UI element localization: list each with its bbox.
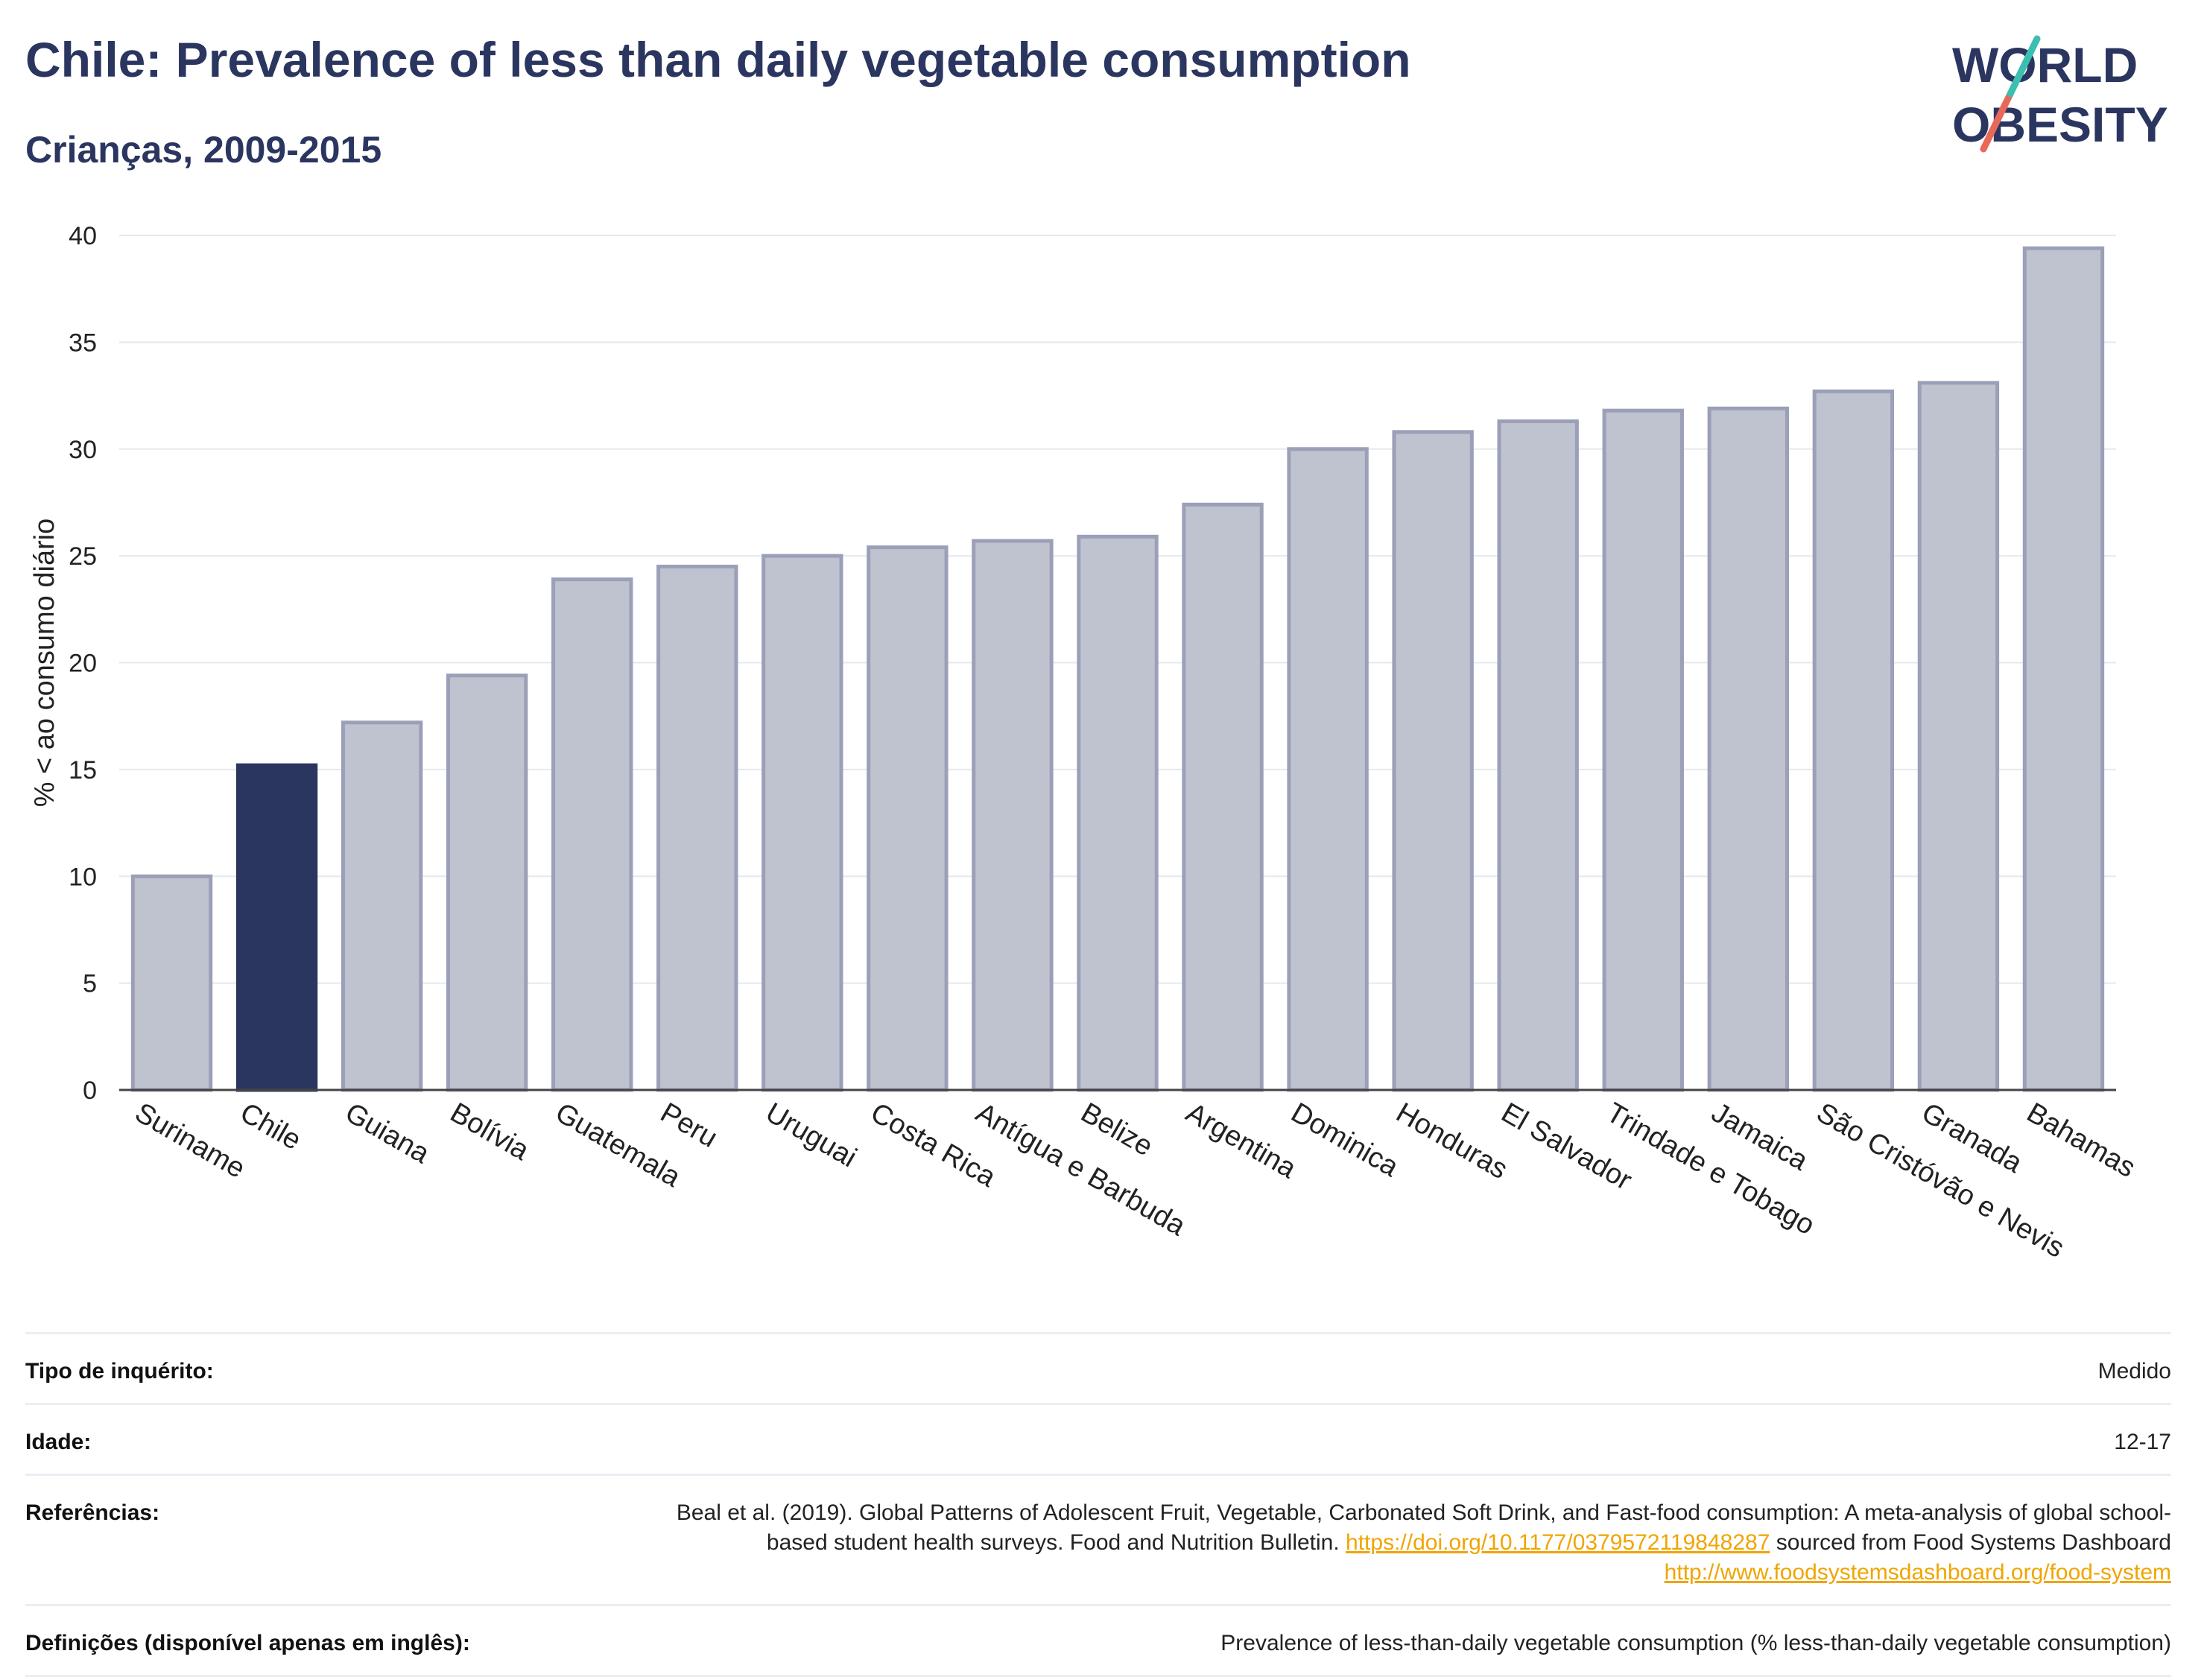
world-obesity-logo: WORLD OBESITY: [1952, 35, 2168, 153]
x-tick-label: Dominica: [1286, 1097, 1405, 1183]
chart-title: Chile: Prevalence of less than daily veg…: [25, 32, 1411, 87]
meta-label: Tipo de inquérito:: [25, 1359, 214, 1383]
meta-label: Idade:: [25, 1430, 92, 1454]
meta-label: Definições (disponível apenas em inglês)…: [25, 1631, 470, 1655]
y-axis-label: % < ao consumo diário: [29, 519, 60, 808]
meta-value: Beal et al. (2019). Global Patterns of A…: [636, 1498, 2171, 1588]
meta-row-definitions: Definições (disponível apenas em inglês)…: [25, 1604, 2171, 1677]
y-tick-label: 35: [69, 329, 97, 357]
meta-row-survey-type: Tipo de inquérito: Medido: [25, 1332, 2171, 1403]
y-tick-label: 5: [83, 970, 97, 998]
y-tick-label: 15: [69, 756, 97, 784]
meta-value: 12-17: [2114, 1430, 2171, 1454]
bar-guatemala: [551, 577, 633, 1092]
meta-row-age: Idade: 12-17: [25, 1403, 2171, 1474]
x-tick-label: Guiana: [340, 1097, 435, 1170]
bar-costa-rica: [867, 545, 949, 1092]
bar-granada: [1917, 381, 2000, 1092]
dashboard-link[interactable]: http://www.foodsystemsdashboard.org/food…: [1664, 1560, 2171, 1585]
bar-el-salvador: [1497, 419, 1579, 1092]
chart-subtitle: Crianças, 2009-2015: [25, 129, 382, 171]
x-tick-label: Uruguai: [760, 1097, 861, 1173]
reference-text: Beal et al. (2019). Global Patterns of A…: [676, 1500, 2171, 1555]
reference-text-2: sourced from Food Systems Dashboard: [1770, 1530, 2171, 1555]
meta-value: Medido: [2097, 1359, 2171, 1383]
bar-argentina: [1182, 502, 1264, 1092]
bar-uruguai: [761, 554, 843, 1092]
y-tick-label: 40: [69, 222, 97, 250]
meta-row-references: Referências: Beal et al. (2019). Global …: [25, 1474, 2171, 1604]
x-tick-label: Suriname: [130, 1097, 250, 1185]
logo-line1: WORLD: [1952, 37, 2138, 92]
meta-value: Prevalence of less-than-daily vegetable …: [1220, 1631, 2171, 1655]
bar-peru: [656, 564, 738, 1092]
y-tick-label: 0: [83, 1077, 97, 1105]
bar-chile: [235, 763, 318, 1092]
bar-jamaica: [1707, 406, 1790, 1092]
x-tick-label: Bahamas: [2021, 1097, 2141, 1184]
x-tick-label: Peru: [655, 1097, 723, 1154]
y-tick-label: 25: [69, 542, 97, 571]
y-tick-label: 20: [69, 650, 97, 678]
y-tick-label: 30: [69, 436, 97, 464]
x-tick-label: Chile: [235, 1097, 306, 1156]
metadata-table: Tipo de inquérito: Medido Idade: 12-17 R…: [25, 1332, 2171, 1677]
x-tick-label: Belize: [1076, 1097, 1159, 1162]
meta-label: Referências:: [25, 1500, 160, 1525]
bar-suriname: [130, 874, 213, 1092]
bar-antígua-e-barbuda: [972, 539, 1054, 1092]
bar-dominica: [1287, 447, 1369, 1092]
bar-trindade-e-tobago: [1602, 408, 1684, 1092]
x-tick-label: Bolívia: [445, 1097, 535, 1167]
x-tick-label: Honduras: [1391, 1097, 1513, 1185]
bar-bolívia: [446, 673, 528, 1092]
doi-link[interactable]: https://doi.org/10.1177/0379572119848287: [1346, 1530, 1770, 1555]
bar-belize: [1077, 534, 1159, 1092]
logo-slash-red: [1980, 90, 2014, 153]
bar-honduras: [1392, 430, 1474, 1092]
logo-slash-teal: [2007, 35, 2041, 98]
bar-guiana: [341, 720, 423, 1092]
bar-são-cristóvão-e-nevis: [1812, 389, 1895, 1092]
bar-bahamas: [2022, 246, 2105, 1092]
y-tick-label: 10: [69, 863, 97, 891]
x-tick-label: Argentina: [1181, 1097, 1302, 1185]
bar-chart: 0 5 10 15 20 25 30 35 40 % < ao consumo diário Sur…: [29, 222, 2141, 1264]
